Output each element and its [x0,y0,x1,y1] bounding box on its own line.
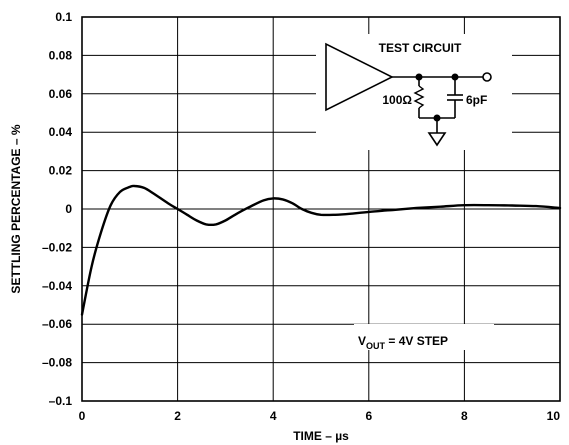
resistor-zigzag [413,85,425,109]
ground-symbol [427,132,447,147]
x-tick-label: 8 [461,409,468,423]
settling-curve [80,184,562,316]
x-tick-label: 10 [547,409,561,423]
output-terminal [482,72,492,82]
y-tick-label: 0.06 [49,87,73,101]
y-tick-label: –0.1 [49,394,73,408]
y-tick-label: –0.02 [42,240,72,254]
plot-frame [81,16,561,402]
x-tick-labels: 0 2 4 6 8 10 [79,409,561,423]
x-tick-label: 0 [79,409,86,423]
x-tick-label: 4 [270,409,277,423]
y-tick-label: 0 [65,202,72,216]
y-tick-label: –0.04 [42,279,72,293]
y-tick-label: 0.1 [55,10,72,24]
y-tick-label: 0.08 [49,48,73,62]
x-tick-label: 6 [365,409,372,423]
y-axis-title: SETTLING PERCENTAGE – % [9,124,23,293]
x-tick-label: 2 [174,409,181,423]
y-tick-label: 0.04 [49,125,73,139]
capacitor-label: 6pF [466,93,487,107]
resistor-label: 100Ω [382,93,412,107]
op-amp-triangle [325,42,394,112]
y-tick-label: 0.02 [49,164,73,178]
test-circuit-title: TEST CIRCUIT [379,41,462,55]
x-axis-title: TIME – µs [293,429,349,443]
y-tick-labels: 0.1 0.08 0.06 0.04 0.02 0 –0.02 –0.04 –0.06 –0.08… [42,10,72,408]
vout-annotation: VOUT = 4V STEP [358,334,448,351]
test-circuit-inset: TEST CIRCUIT 100Ω 6pF [316,34,512,150]
y-tick-label: –0.08 [42,356,72,370]
y-tick-label: –0.06 [42,317,72,331]
